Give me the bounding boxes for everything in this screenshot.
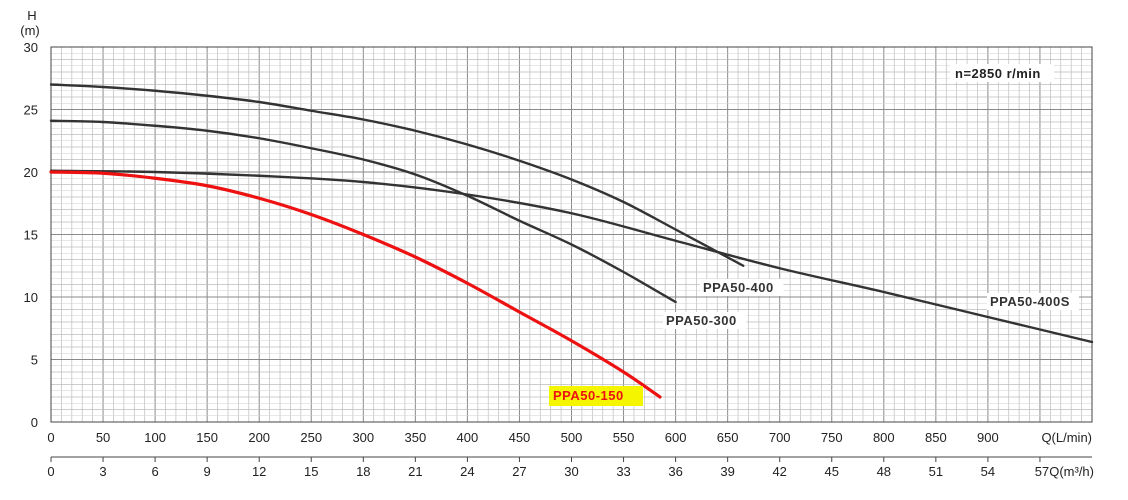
series-label-ppa50-400: PPA50-400 (703, 280, 774, 295)
x2-tick-label: 9 (204, 464, 211, 479)
speed-annotation-text: n=2850 r/min (955, 66, 1041, 81)
x2-tick-label: 21 (408, 464, 422, 479)
y-tick-label: 30 (24, 40, 38, 55)
x2-axis-label: Q(m³/h) (1049, 464, 1094, 479)
y-tick-label: 5 (31, 353, 38, 368)
series-line-ppa50-400s (49, 169, 1094, 344)
x2-tick-label: 39 (720, 464, 734, 479)
x-tick-label: 600 (665, 430, 687, 445)
series-label-ppa50-300: PPA50-300 (666, 313, 737, 328)
x2-tick-label: 36 (668, 464, 682, 479)
y-tick-labels: 0 5 10 15 20 25 30 (24, 40, 38, 430)
y-tick-label: 25 (24, 103, 38, 118)
x2-tick-label: 45 (825, 464, 839, 479)
x2-tick-labels: 0 3 6 9 12 15 18 21 24 27 30 33 36 39 42 45 48 51 54 57 (47, 464, 1049, 479)
x-tick-label: 150 (196, 430, 218, 445)
x-tick-label: 550 (613, 430, 635, 445)
x-tick-label: 350 (404, 430, 426, 445)
x2-tick-label: 15 (304, 464, 318, 479)
series-line-ppa50-150 (49, 170, 662, 399)
x-tick-labels: 0 50 100 150 200 250 300 350 400 450 500 550 600 650 7… (47, 430, 998, 445)
x2-tick-label: 24 (460, 464, 474, 479)
series-label-bg (549, 386, 643, 406)
x-tick-label: 0 (47, 430, 54, 445)
curves-layer (49, 83, 1094, 399)
x2-tick-label: 30 (564, 464, 578, 479)
series-label-ppa50-400s: PPA50-400S (990, 294, 1070, 309)
series-label-bg (663, 312, 747, 329)
x-tick-label: 850 (925, 430, 947, 445)
series-line-ppa50-300 (49, 119, 677, 304)
x2-tick-label: 12 (252, 464, 266, 479)
x-tick-label: 300 (352, 430, 374, 445)
speed-annotation: n=2850 r/min (950, 64, 1054, 82)
x2-tick-label: 33 (616, 464, 630, 479)
x2-tick-label: 48 (877, 464, 891, 479)
x-tick-label: 900 (977, 430, 999, 445)
x-tick-label: 450 (509, 430, 531, 445)
x2-tick-label: 57 (1035, 464, 1049, 479)
x2-tick-label: 54 (981, 464, 995, 479)
series-label-bg (987, 293, 1079, 310)
x-tick-label: 500 (561, 430, 583, 445)
x-tick-label: 400 (457, 430, 479, 445)
x2-tick-label: 3 (99, 464, 106, 479)
x-tick-label: 250 (300, 430, 322, 445)
x-axis-label: Q(L/min) (1041, 430, 1092, 445)
series-label-bg (700, 279, 784, 296)
series-line-ppa50-400 (49, 83, 745, 267)
x2-tick-label: 6 (151, 464, 158, 479)
labels-layer: PPA50-150 PPA50-300 PPA50-400 PPA50-400S (549, 279, 1079, 406)
x2-tick-label: 18 (356, 464, 370, 479)
x2-tick-label: 51 (929, 464, 943, 479)
grid (50, 46, 1093, 423)
x2-tick-label: 27 (512, 464, 526, 479)
y-axis-unit: (m) (20, 23, 40, 38)
series-label-ppa50-150: PPA50-150 (553, 388, 624, 403)
plot-frame (50, 46, 1093, 423)
x2-tick-label: 42 (772, 464, 786, 479)
x2-axis-ticks (50, 457, 1041, 462)
y-tick-label: 20 (24, 165, 38, 180)
x-tick-label: 750 (821, 430, 843, 445)
x-tick-label: 800 (873, 430, 895, 445)
x-tick-label: 50 (96, 430, 110, 445)
y-axis-label: H (27, 8, 36, 23)
x2-tick-label: 0 (47, 464, 54, 479)
x-tick-label: 650 (717, 430, 739, 445)
x-tick-label: 700 (769, 430, 791, 445)
y-tick-label: 10 (24, 290, 38, 305)
y-tick-label: 0 (31, 415, 38, 430)
x-tick-label: 200 (248, 430, 270, 445)
x-tick-label: 100 (144, 430, 166, 445)
y-tick-label: 15 (24, 228, 38, 243)
